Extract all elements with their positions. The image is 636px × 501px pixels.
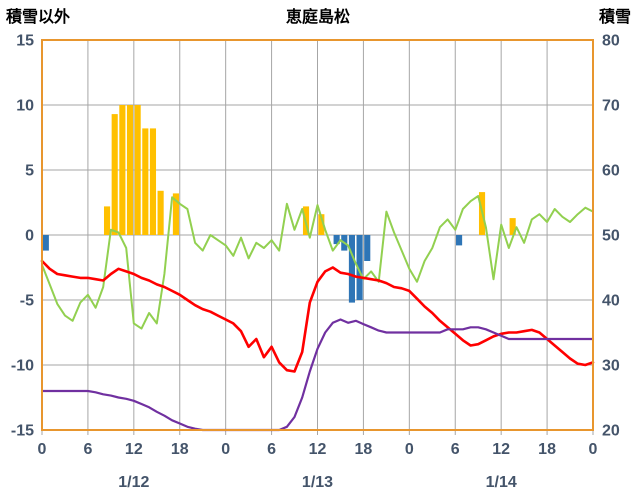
- negative-precip-blue-bars-bar: [42, 235, 49, 251]
- x-axis-day-label: 1/12: [118, 474, 149, 491]
- solid-precip-orange-bars-bar: [318, 214, 325, 235]
- solid-precip-orange-bars-bar: [149, 128, 157, 235]
- negative-precip-blue-bars-bar: [348, 235, 355, 303]
- x-axis-hour-tick-label: 6: [83, 441, 92, 458]
- y-axis-right-tick-label: 70: [602, 98, 620, 115]
- solid-precip-orange-bars-bar: [126, 105, 134, 235]
- x-axis-hour-tick-label: 0: [405, 441, 414, 458]
- negative-precip-blue-bars-bar: [356, 235, 363, 300]
- x-axis-day-label: 1/14: [486, 474, 517, 491]
- x-axis-hour-tick-label: 0: [38, 441, 47, 458]
- y-axis-left-tick-label: -15: [11, 423, 34, 440]
- solid-precip-orange-bars-bar: [134, 105, 141, 235]
- y-axis-left-tick-label: -5: [20, 293, 34, 310]
- y-axis-left-tick-label: 0: [25, 228, 34, 245]
- x-axis-hour-tick-label: 18: [355, 441, 373, 458]
- solid-precip-orange-bars-bar: [142, 128, 149, 235]
- negative-precip-blue-bars-bar: [333, 235, 340, 245]
- y-axis-left-tick-label: 10: [16, 98, 34, 115]
- right-axis-title: 積雪: [598, 9, 631, 26]
- left-axis-title: 積雪以外: [6, 9, 71, 26]
- y-axis-right-tick-label: 60: [602, 163, 620, 180]
- negative-precip-blue-bars-bar: [364, 235, 371, 261]
- x-axis-hour-tick-label: 18: [538, 441, 556, 458]
- x-axis-hour-tick-label: 18: [171, 441, 189, 458]
- x-axis-hour-tick-label: 6: [451, 441, 460, 458]
- x-axis-hour-tick-label: 12: [492, 441, 510, 458]
- chart-title: 恵庭島松: [285, 9, 350, 26]
- y-axis-left-tick-label: 5: [25, 163, 34, 180]
- solid-precip-orange-bars-bar: [157, 190, 164, 235]
- y-axis-right-tick-label: 20: [602, 423, 620, 440]
- x-axis-hour-tick-label: 12: [125, 441, 143, 458]
- temperature-red-line: [40, 259, 595, 373]
- y-axis-right-tick-label: 30: [602, 358, 620, 375]
- solid-precip-orange-bars-bar: [509, 218, 516, 235]
- y-axis-right-tick-label: 80: [602, 33, 620, 50]
- snow-depth-purple-line: [40, 318, 595, 432]
- x-axis-hour-tick-label: 0: [221, 441, 230, 458]
- y-axis-left-tick-label: 15: [16, 33, 34, 50]
- solid-precip-orange-bars-bar: [119, 105, 126, 235]
- plot-border: [41, 39, 594, 431]
- solid-precip-orange-bars-bar: [172, 193, 179, 235]
- negative-precip-blue-bars-bar: [456, 235, 463, 246]
- x-axis-hour-tick-label: 0: [589, 441, 598, 458]
- solid-precip-orange-bars-bar: [103, 206, 111, 235]
- green-line: [41, 195, 594, 330]
- x-axis-hour-tick-label: 6: [267, 441, 276, 458]
- solid-precip-orange-bars-bar: [111, 114, 118, 235]
- x-axis-hour-tick-label: 12: [309, 441, 327, 458]
- x-axis-day-label: 1/13: [302, 474, 333, 491]
- y-axis-right-tick-label: 50: [602, 228, 620, 245]
- y-axis-left-tick-label: -10: [11, 358, 34, 375]
- y-axis-right-tick-label: 40: [602, 293, 620, 310]
